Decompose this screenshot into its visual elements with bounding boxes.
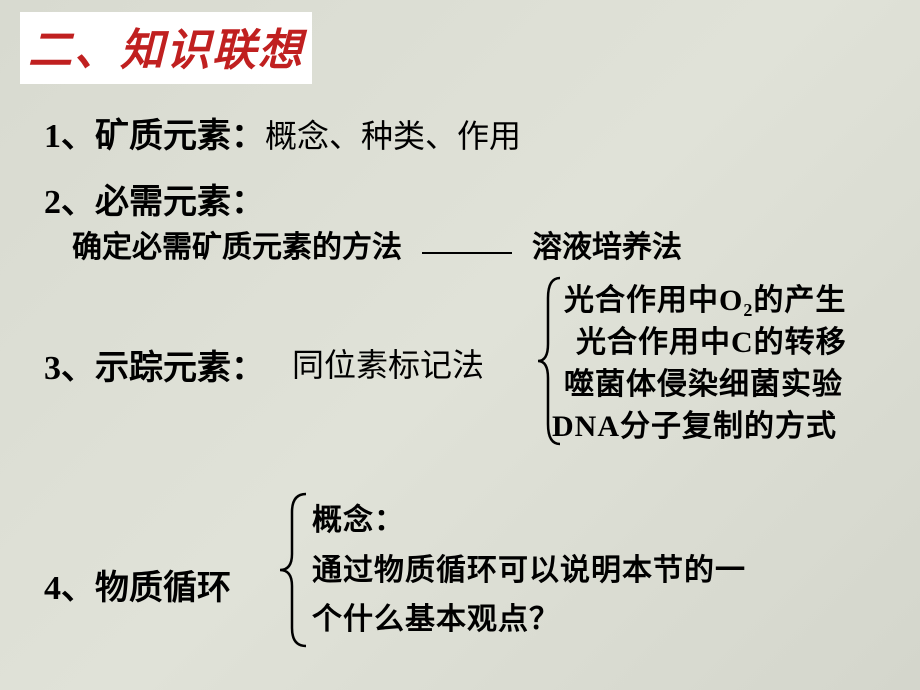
item-3: 3、示踪元素： (44, 340, 265, 389)
example-line: 光合作用中O₂的产生 (564, 280, 847, 322)
concept-line: 个什么基本观点？ (312, 595, 746, 645)
concept-line: 概念： (312, 496, 746, 546)
brace-icon (278, 492, 310, 653)
item-3-examples: 光合作用中O₂的产生 光合作用中C的转移 噬菌体侵染细菌实验 DNA分子复制的方… (564, 280, 847, 448)
item-4: 4、物质循环 (44, 560, 231, 609)
example-line: 噬菌体侵染细菌实验 (564, 364, 847, 406)
example-line: 光合作用中C的转移 (564, 322, 847, 364)
item-4-label: 4、物质循环 (44, 570, 231, 607)
item-1-tail: 概念、种类、作用 (265, 118, 521, 154)
dash-divider (422, 252, 512, 254)
section-title: 二、知识联想 (28, 26, 304, 75)
item-2: 2、必需元素： (44, 174, 265, 223)
item-1-label: 1、矿质元素： (44, 118, 265, 155)
item-2-sub-a: 确定必需矿质元素的方法 (72, 231, 402, 264)
item-3-method: 同位素标记法 (292, 340, 484, 386)
concept-line: 通过物质循环可以说明本节的一 (312, 546, 746, 596)
example-line: DNA分子复制的方式 (552, 406, 847, 448)
section-title-box: 二、知识联想 (20, 12, 312, 84)
item-2-label: 2、必需元素： (44, 184, 265, 221)
item-2-detail: 确定必需矿质元素的方法 溶液培养法 (72, 222, 682, 266)
item-2-sub-b: 溶液培养法 (532, 231, 682, 264)
item-3-label: 3、示踪元素： (44, 350, 265, 387)
item-4-lines: 概念： 通过物质循环可以说明本节的一 个什么基本观点？ (312, 496, 746, 645)
item-1: 1、矿质元素：概念、种类、作用 (44, 108, 521, 157)
